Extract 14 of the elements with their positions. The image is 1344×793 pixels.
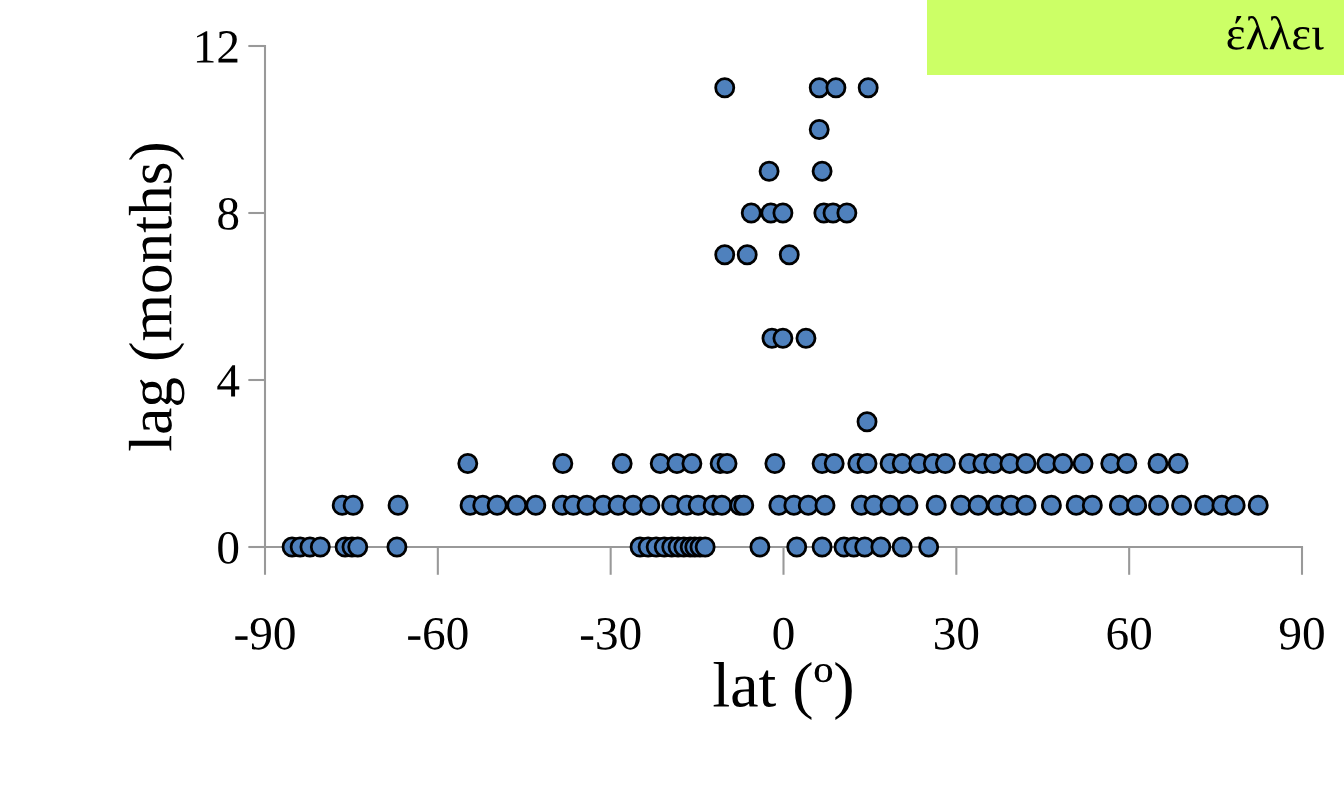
x-tick-label: 30 (934, 617, 979, 650)
x-tick-label: -60 (408, 617, 468, 650)
y-axis-title: lag (months) (128, 143, 185, 451)
x-tick-label: -90 (235, 617, 295, 650)
y-tick-label: 4 (217, 365, 240, 397)
y-tick-label: 8 (218, 197, 239, 230)
x-tick-label: 60 (1107, 617, 1151, 650)
x-tick-label: -30 (580, 617, 641, 650)
x-axis-title: lat (º) (713, 662, 852, 720)
y-tick-label: 0 (218, 531, 239, 564)
y-tick-label: 12 (196, 31, 238, 63)
x-tick-label: 90 (1279, 617, 1324, 650)
x-tick-label: 0 (773, 617, 794, 650)
annotation: έλλει (1227, 16, 1324, 50)
